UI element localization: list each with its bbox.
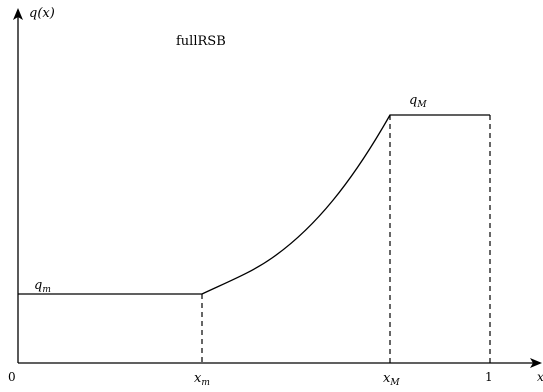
tick-zero: 0 [8, 370, 16, 384]
tick-xM: xM [383, 371, 400, 388]
plateau-high-label: qM [409, 93, 427, 110]
x-axis-label: x [537, 370, 543, 384]
y-axis-label: q(x) [29, 6, 55, 21]
q-curve [18, 114, 490, 295]
tick-xm: xm [194, 371, 210, 388]
plateau-low-label: qm [34, 278, 51, 295]
tick-one: 1 [485, 370, 493, 384]
diagram-title: fullRSB [176, 34, 226, 49]
